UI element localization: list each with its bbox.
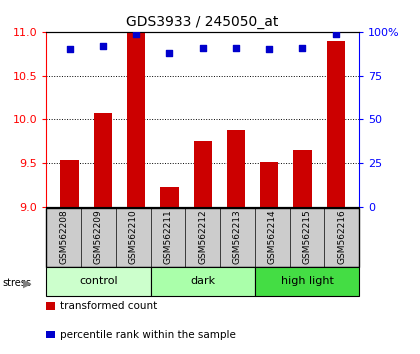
Text: GSM562215: GSM562215 — [302, 209, 312, 264]
Bar — [94, 113, 112, 207]
Bar — [46, 267, 150, 296]
Text: percentile rank within the sample: percentile rank within the sample — [60, 330, 236, 339]
Bar — [227, 130, 245, 207]
Bar — [293, 150, 312, 207]
Point — [266, 47, 273, 52]
Text: transformed count: transformed count — [60, 301, 157, 311]
Text: GSM562212: GSM562212 — [198, 209, 207, 264]
Bar — [160, 187, 178, 207]
Text: GSM562211: GSM562211 — [163, 209, 172, 264]
Point — [100, 43, 106, 49]
Bar — [327, 41, 345, 207]
Point — [66, 47, 73, 52]
Title: GDS3933 / 245050_at: GDS3933 / 245050_at — [126, 16, 279, 29]
Text: GSM562210: GSM562210 — [129, 209, 138, 264]
Text: stress: stress — [2, 278, 31, 288]
Text: dark: dark — [190, 276, 215, 286]
Bar — [194, 141, 212, 207]
Bar — [260, 162, 278, 207]
Point — [332, 31, 339, 36]
Point — [299, 45, 306, 51]
Bar — [127, 32, 145, 207]
Text: GSM562213: GSM562213 — [233, 209, 242, 264]
Point — [233, 45, 239, 51]
Bar — [255, 267, 359, 296]
Text: GSM562208: GSM562208 — [59, 209, 68, 264]
Text: GSM562214: GSM562214 — [268, 209, 277, 264]
Point — [133, 31, 139, 36]
Point — [199, 45, 206, 51]
Text: control: control — [79, 276, 118, 286]
Text: ▶: ▶ — [23, 278, 32, 288]
Text: high light: high light — [281, 276, 333, 286]
Text: GSM562209: GSM562209 — [94, 209, 103, 264]
Bar — [60, 160, 79, 207]
Text: GSM562216: GSM562216 — [337, 209, 346, 264]
Point — [166, 50, 173, 56]
Bar — [150, 267, 255, 296]
